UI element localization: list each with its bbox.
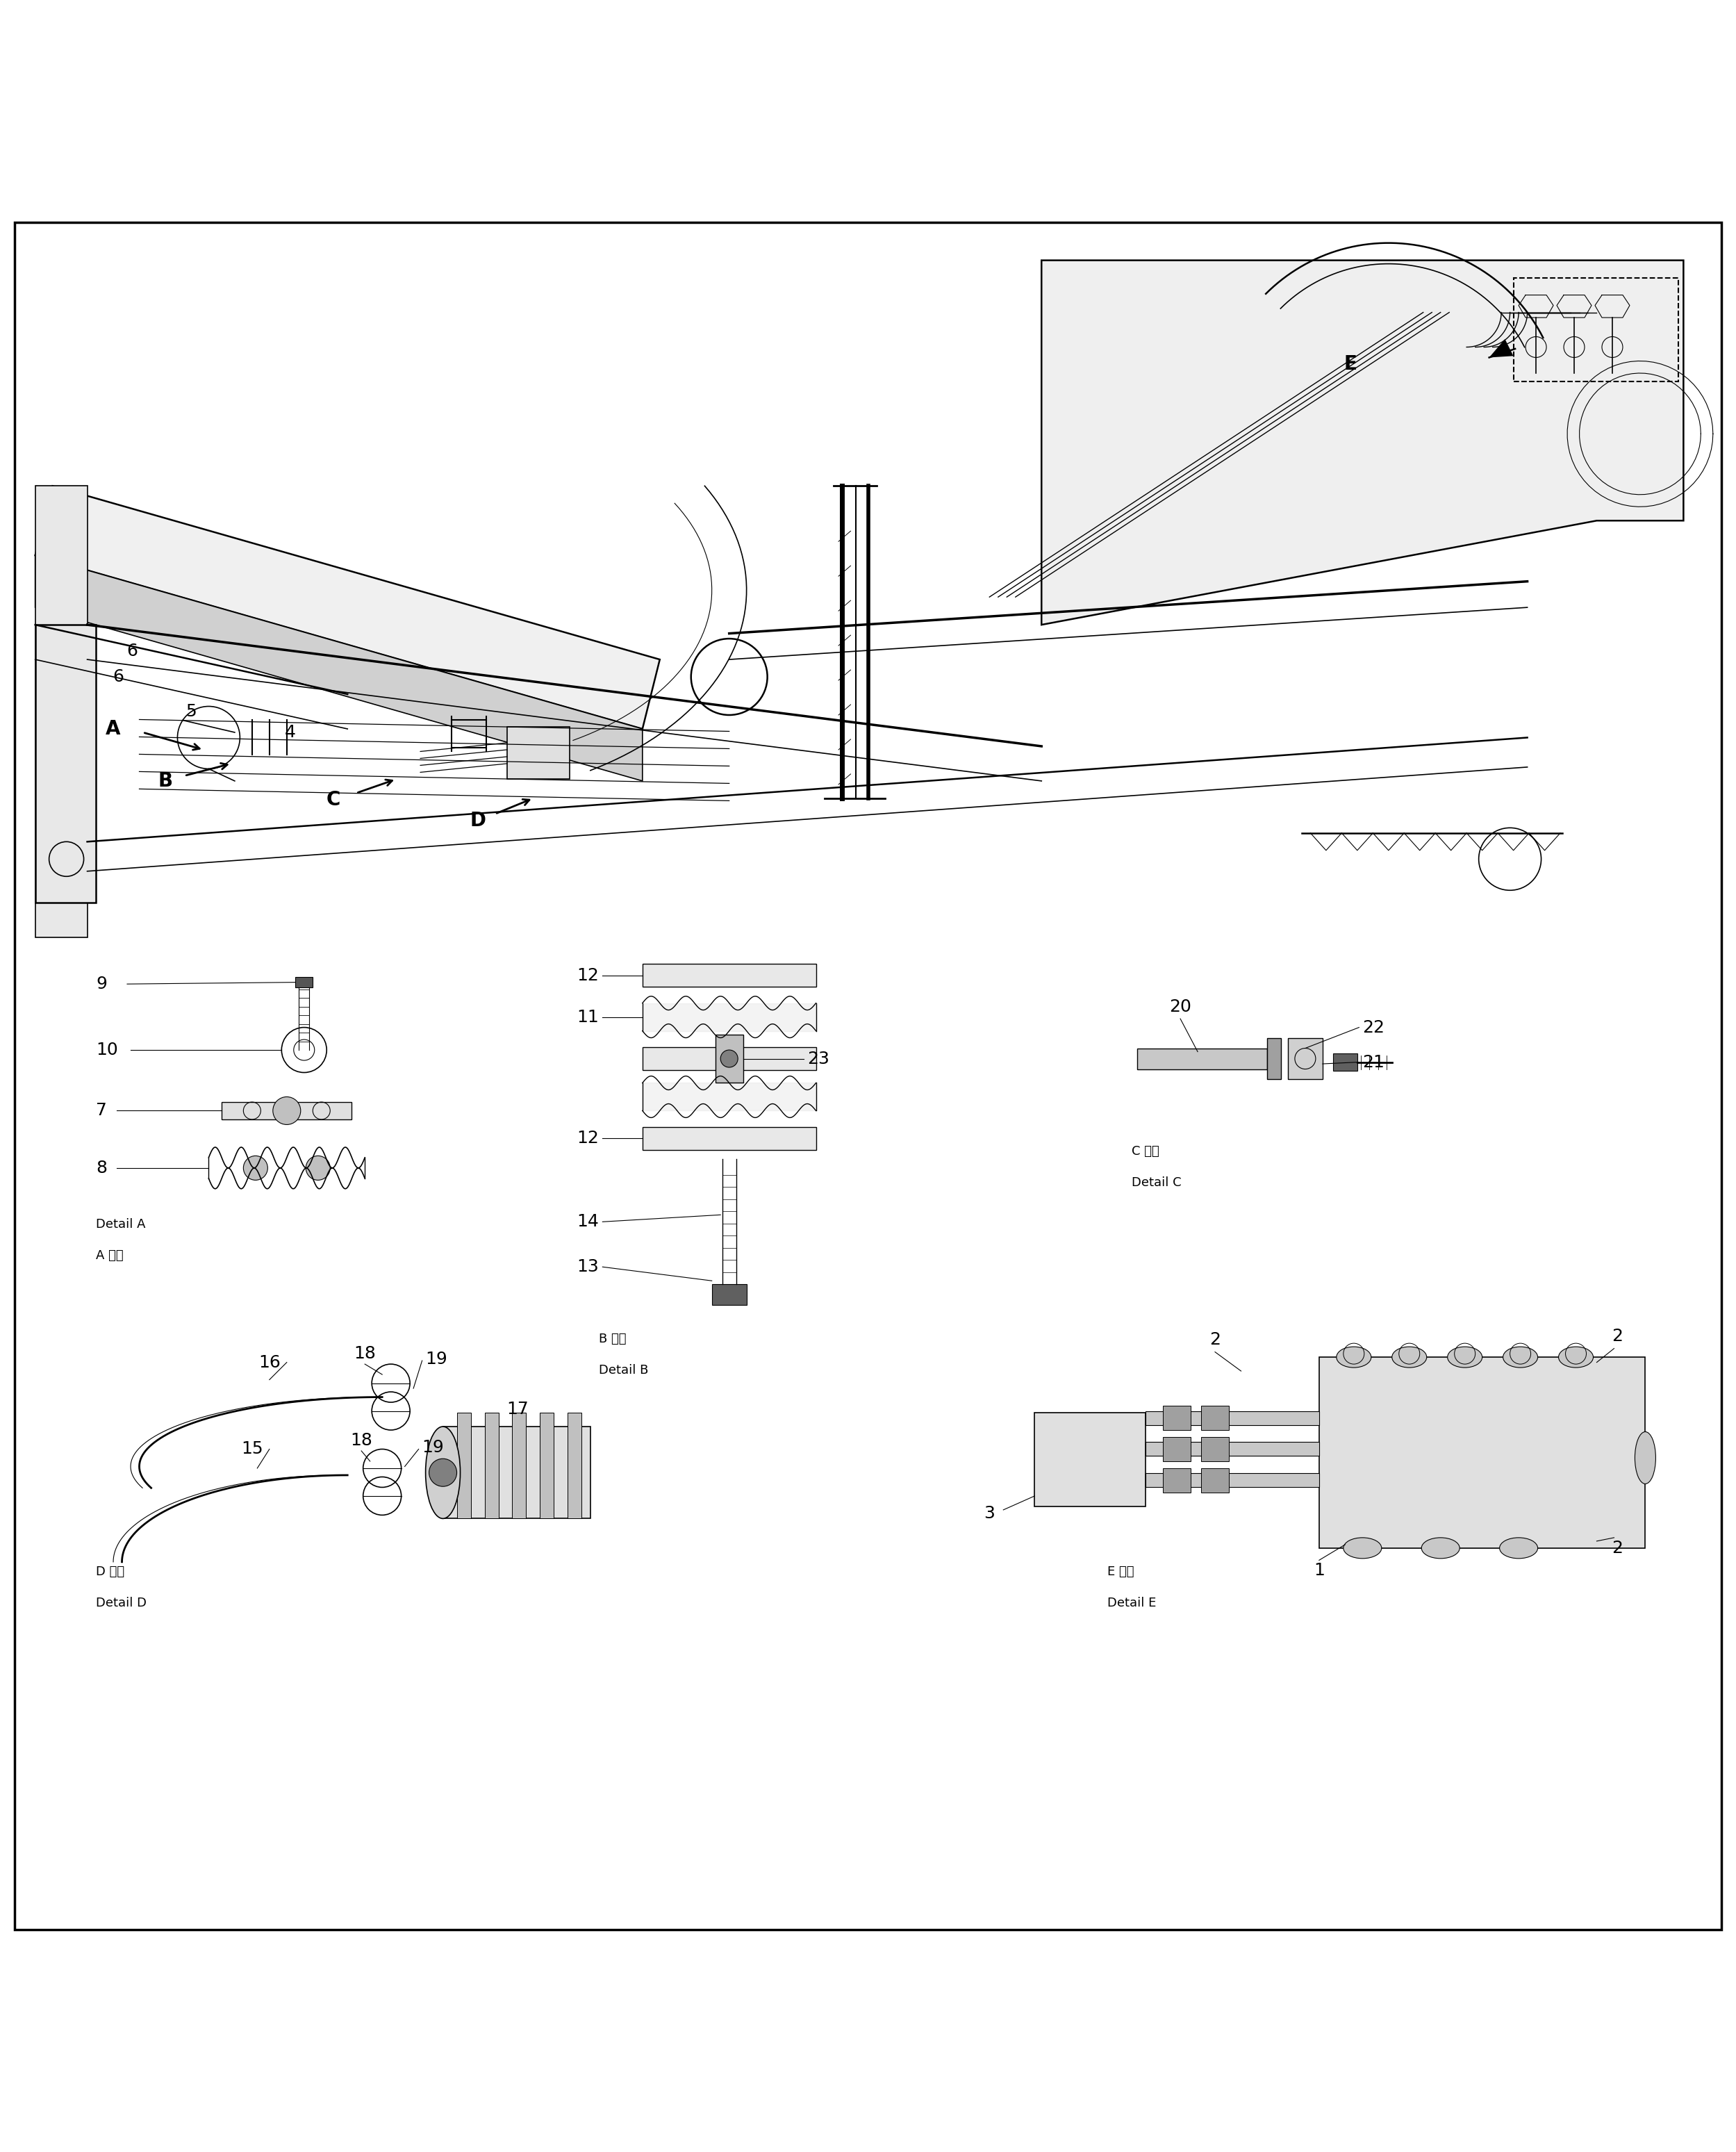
Circle shape (306, 1156, 330, 1179)
Text: Detail C: Detail C (1132, 1177, 1182, 1190)
Text: 12: 12 (576, 966, 599, 983)
Text: 5: 5 (186, 704, 196, 721)
Text: 13: 13 (576, 1259, 599, 1276)
Text: Detail D: Detail D (95, 1597, 146, 1610)
Ellipse shape (1392, 1347, 1427, 1367)
Text: 4: 4 (285, 723, 295, 740)
Text: 12: 12 (576, 1130, 599, 1147)
Text: 7: 7 (95, 1102, 108, 1119)
Ellipse shape (1337, 1347, 1371, 1367)
Text: 2: 2 (1210, 1332, 1220, 1347)
FancyBboxPatch shape (642, 1128, 816, 1149)
Polygon shape (568, 1412, 582, 1519)
Text: 14: 14 (576, 1214, 599, 1231)
Polygon shape (35, 486, 660, 730)
Text: Detail E: Detail E (1108, 1597, 1156, 1610)
FancyBboxPatch shape (1201, 1438, 1229, 1461)
Text: A: A (106, 719, 122, 738)
Text: 15: 15 (241, 1442, 264, 1457)
Text: 6: 6 (113, 669, 123, 684)
FancyBboxPatch shape (35, 624, 95, 902)
Polygon shape (1319, 1358, 1646, 1547)
Ellipse shape (1635, 1431, 1656, 1485)
Text: C: C (326, 790, 340, 809)
FancyBboxPatch shape (715, 1035, 743, 1082)
Polygon shape (1146, 1412, 1319, 1425)
Polygon shape (512, 1412, 526, 1519)
Text: Detail B: Detail B (599, 1364, 649, 1377)
Polygon shape (1042, 260, 1684, 624)
Polygon shape (35, 555, 642, 781)
Text: 1: 1 (1314, 1562, 1325, 1580)
Circle shape (243, 1156, 267, 1179)
Text: 21: 21 (1363, 1054, 1385, 1070)
Text: D 計画: D 計画 (95, 1565, 125, 1577)
FancyBboxPatch shape (1201, 1405, 1229, 1431)
Polygon shape (642, 1003, 816, 1031)
Text: A 計画: A 計画 (95, 1250, 123, 1261)
Ellipse shape (1448, 1347, 1483, 1367)
Text: D: D (470, 811, 486, 831)
Polygon shape (484, 1412, 498, 1519)
FancyBboxPatch shape (642, 1048, 816, 1070)
Text: E 計画: E 計画 (1108, 1565, 1134, 1577)
Text: 19: 19 (425, 1351, 448, 1367)
Text: 20: 20 (1170, 999, 1191, 1016)
Polygon shape (1333, 1054, 1358, 1072)
FancyBboxPatch shape (642, 964, 816, 986)
Ellipse shape (1503, 1347, 1538, 1367)
Text: Detail A: Detail A (95, 1218, 146, 1231)
Text: 17: 17 (507, 1401, 528, 1418)
Text: E: E (1344, 355, 1358, 374)
FancyBboxPatch shape (1163, 1405, 1191, 1431)
Text: 6: 6 (127, 643, 137, 659)
Text: B: B (158, 770, 172, 790)
Circle shape (273, 1098, 300, 1125)
Circle shape (720, 1050, 738, 1067)
Text: 22: 22 (1363, 1020, 1385, 1035)
Polygon shape (35, 486, 87, 936)
Text: 11: 11 (576, 1009, 599, 1024)
Text: 2: 2 (1613, 1328, 1623, 1345)
Polygon shape (1146, 1474, 1319, 1487)
Text: 18: 18 (351, 1431, 373, 1448)
Ellipse shape (1500, 1539, 1538, 1558)
Polygon shape (457, 1412, 470, 1519)
Text: 19: 19 (422, 1440, 444, 1455)
Text: 10: 10 (95, 1042, 118, 1059)
Polygon shape (540, 1412, 554, 1519)
FancyBboxPatch shape (1288, 1037, 1323, 1080)
Text: 9: 9 (95, 975, 108, 992)
Text: 16: 16 (259, 1354, 281, 1371)
Polygon shape (1137, 1048, 1267, 1070)
FancyBboxPatch shape (1163, 1468, 1191, 1493)
Text: 2: 2 (1613, 1539, 1623, 1556)
Text: 3: 3 (984, 1504, 995, 1521)
FancyBboxPatch shape (507, 727, 569, 779)
Polygon shape (295, 977, 312, 988)
Polygon shape (712, 1285, 746, 1304)
Polygon shape (1489, 340, 1514, 357)
Ellipse shape (425, 1427, 460, 1519)
FancyBboxPatch shape (1201, 1468, 1229, 1493)
Ellipse shape (1344, 1539, 1382, 1558)
Text: 18: 18 (354, 1345, 377, 1362)
Polygon shape (443, 1427, 590, 1519)
Circle shape (429, 1459, 457, 1487)
Text: B 計画: B 計画 (599, 1332, 627, 1345)
Ellipse shape (1559, 1347, 1594, 1367)
Polygon shape (1035, 1412, 1146, 1506)
Polygon shape (642, 1082, 816, 1110)
Text: C 計画: C 計画 (1132, 1145, 1160, 1158)
Ellipse shape (1422, 1539, 1460, 1558)
Polygon shape (1267, 1037, 1281, 1080)
Text: 8: 8 (95, 1160, 108, 1177)
Polygon shape (1146, 1442, 1319, 1457)
Polygon shape (222, 1102, 352, 1119)
FancyBboxPatch shape (1163, 1438, 1191, 1461)
Text: 23: 23 (807, 1050, 830, 1067)
